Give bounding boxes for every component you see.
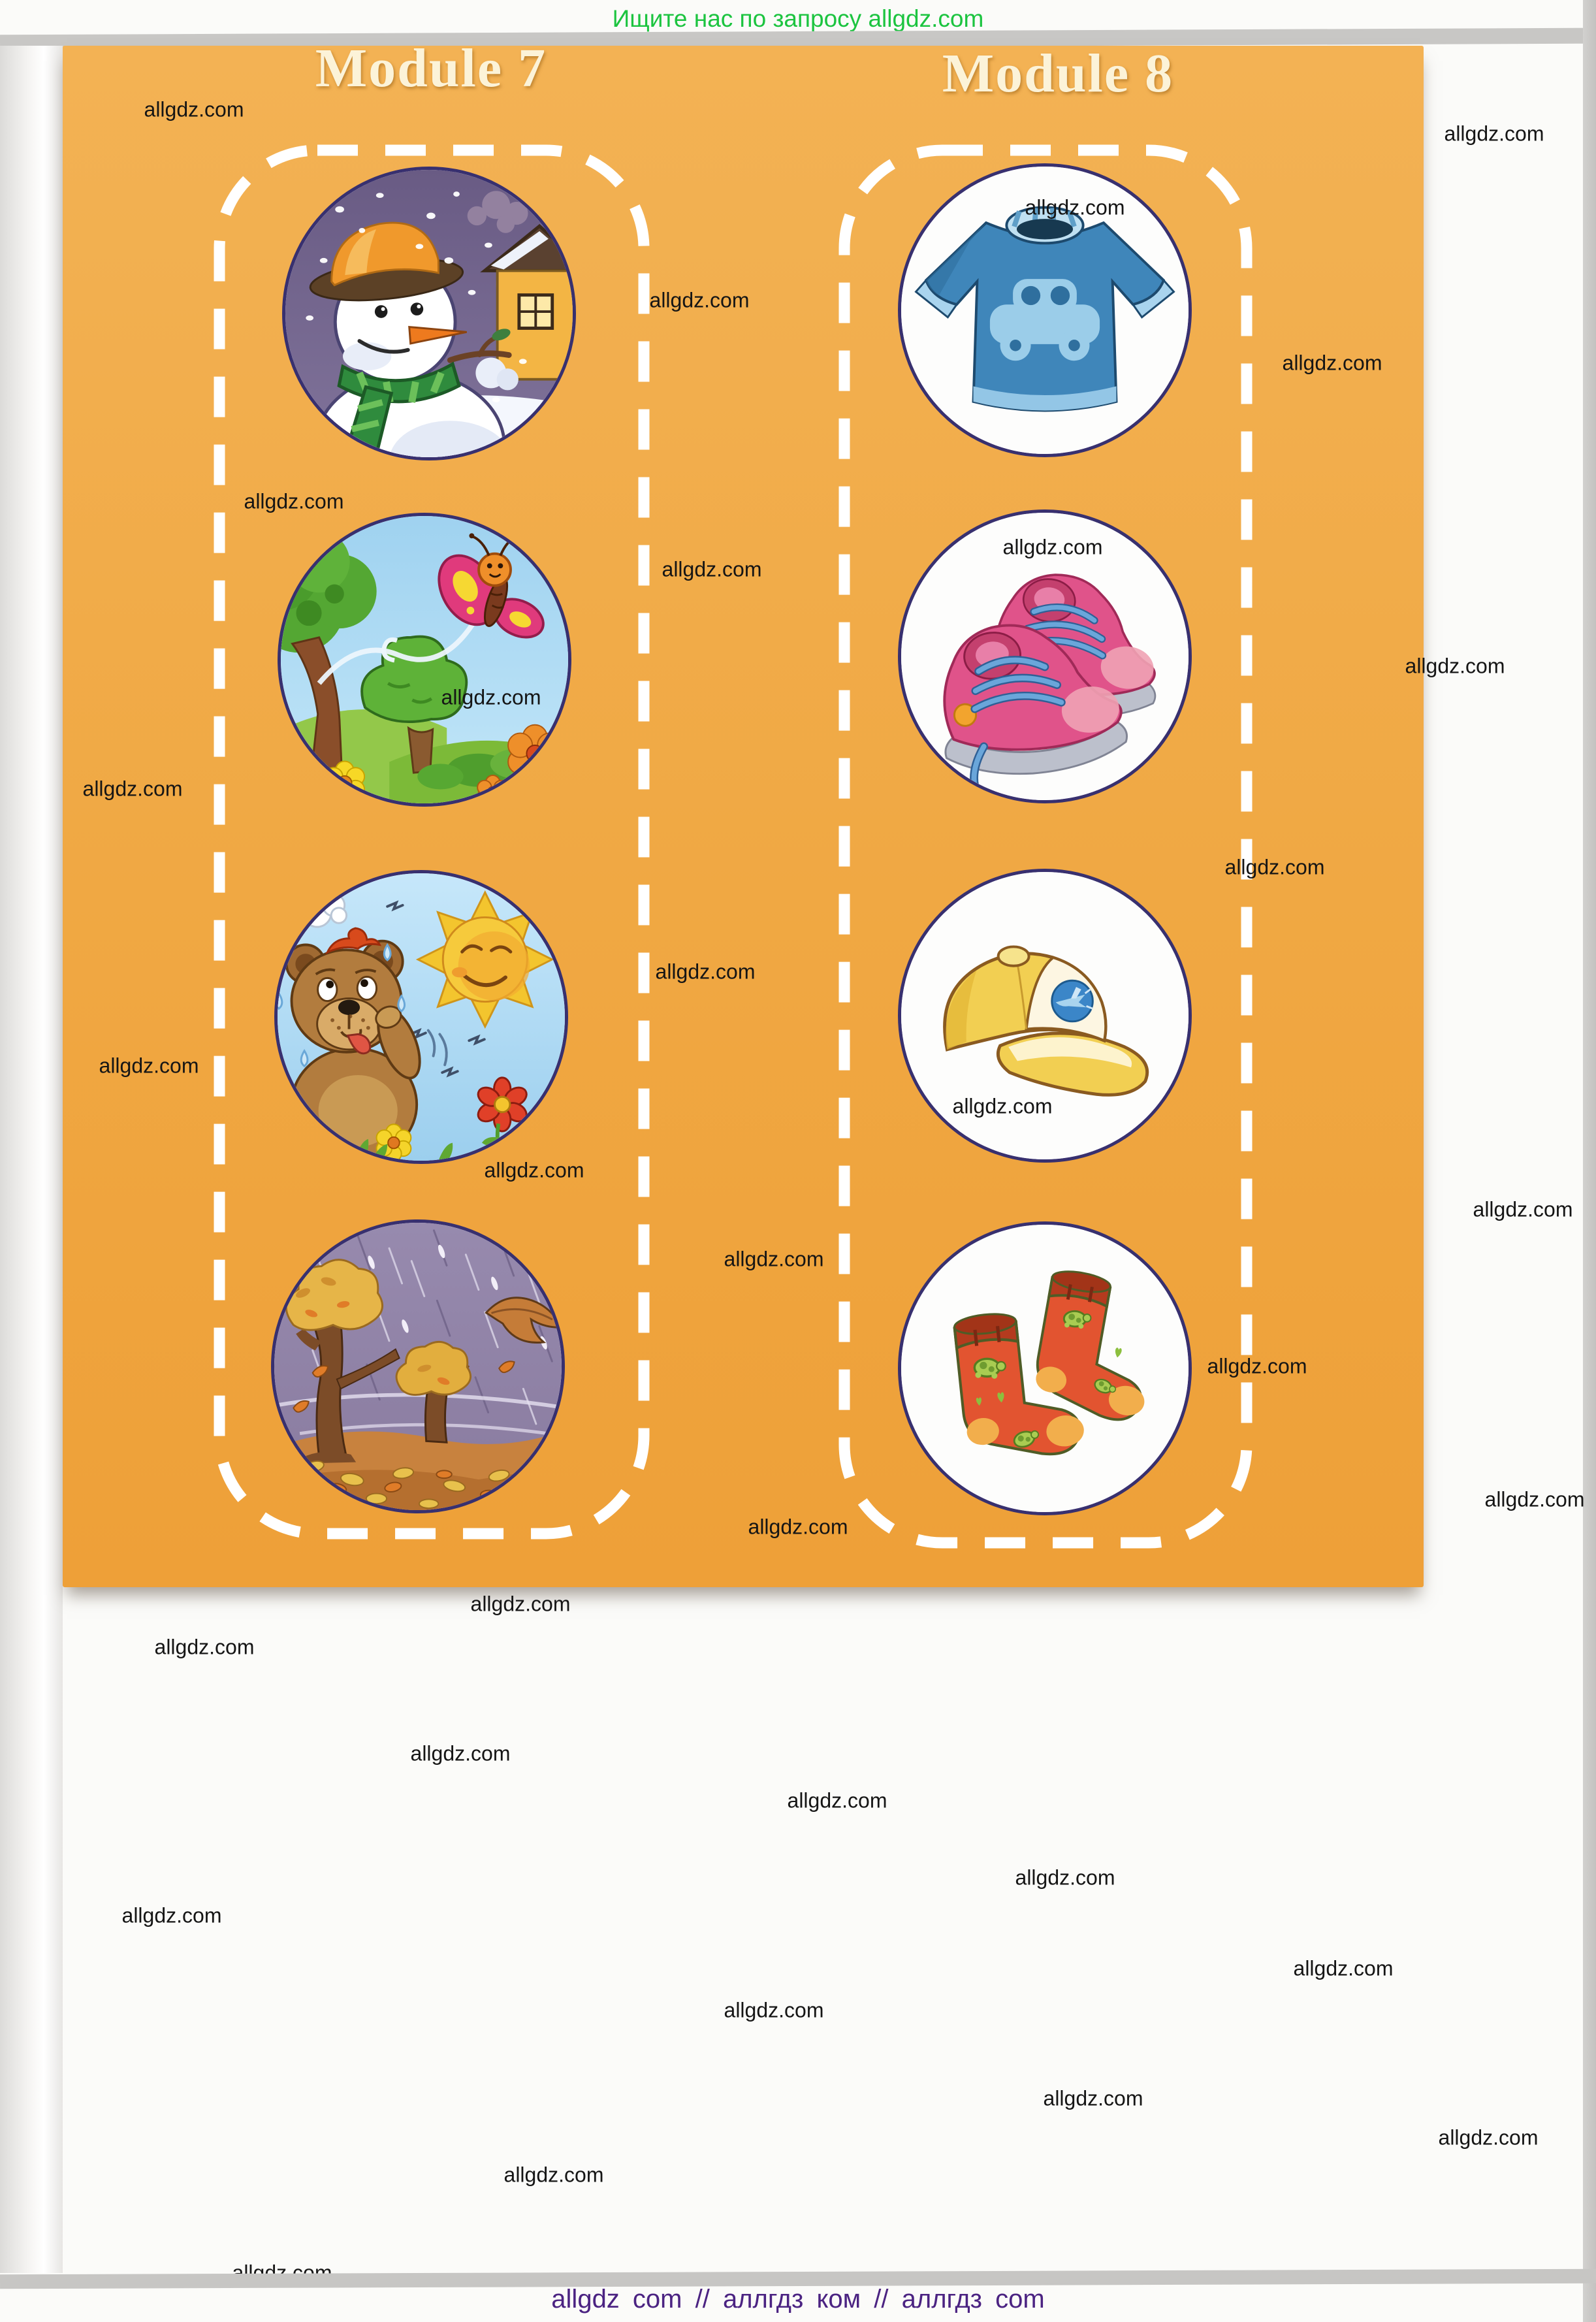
watermark: allgdz.com — [724, 1998, 824, 2022]
watermark: allgdz.com — [82, 777, 183, 801]
watermark: allgdz.com — [724, 1247, 824, 1271]
sticker-blue-tshirt — [898, 163, 1192, 457]
blue-tshirt-icon — [901, 167, 1189, 454]
sticker-hot-sunny-bear — [274, 870, 568, 1164]
autumn-tree-icon — [285, 1259, 400, 1464]
watermark: allgdz.com — [1405, 654, 1505, 678]
watermark: allgdz.com — [503, 2163, 604, 2187]
watermark: allgdz.com — [1015, 1865, 1115, 1890]
pink-shoes-icon — [901, 513, 1189, 800]
airplane-badge-icon — [1051, 979, 1094, 1023]
tree-icon — [281, 531, 377, 803]
sticker-yellow-cap — [898, 869, 1192, 1163]
sticker-autumn-storm — [271, 1219, 565, 1513]
watermark: allgdz.com — [441, 685, 541, 709]
watermark: allgdz.com — [952, 1094, 1053, 1118]
watermark: allgdz.com — [1444, 121, 1544, 146]
watermark: allgdz.com — [649, 288, 750, 312]
butterfly-icon — [438, 533, 545, 639]
cut-line-module8 — [838, 144, 1253, 1549]
scarf-icon — [337, 361, 461, 455]
sticker-winter-snowman — [282, 167, 576, 460]
book-spine-edge — [0, 46, 63, 2273]
watermark: allgdz.com — [144, 97, 244, 121]
watermark: allgdz.com — [410, 1741, 511, 1766]
cut-lines — [214, 144, 1253, 1549]
watermark: allgdz.com — [1224, 855, 1325, 879]
watermark: allgdz.com — [484, 1158, 584, 1182]
sticker-spring-meadow — [278, 513, 571, 807]
watermark: allgdz.com — [1282, 351, 1382, 375]
search-banner-text: Ищите нас по запросу allgdz.com — [612, 5, 984, 32]
hat-icon — [309, 221, 464, 302]
watermark: allgdz.com — [1484, 1487, 1585, 1511]
watermark: allgdz.com — [244, 489, 344, 513]
watermark: allgdz.com — [662, 557, 762, 581]
heat-marks-icon — [386, 900, 486, 1078]
watermark: allgdz.com — [154, 1635, 255, 1659]
watermark: allgdz.com — [121, 1903, 222, 1927]
small-leaves-icon — [293, 1361, 515, 1413]
watermark: allgdz.com — [1438, 2125, 1539, 2150]
spring-meadow-butterfly-icon — [281, 516, 568, 803]
watermark: allgdz.com — [1293, 1956, 1394, 1980]
snowman-winter-scene-icon — [285, 170, 573, 457]
watermark: allgdz.com — [1002, 535, 1103, 559]
module-8-title: Module 8 — [942, 43, 1174, 104]
flying-leaf-icon — [485, 1297, 562, 1344]
car-print-icon — [989, 279, 1100, 361]
footer-text: allgdz com // аллгдз ком // аллгдз com — [551, 2285, 1045, 2314]
watermark: allgdz.com — [748, 1515, 848, 1539]
watermark: allgdz.com — [1207, 1354, 1307, 1378]
sock-icon — [953, 1313, 1084, 1456]
module-7-title: Module 7 — [315, 38, 547, 99]
red-socks-icon — [901, 1225, 1189, 1512]
watermark: allgdz.com — [787, 1788, 887, 1813]
shoe-icon — [943, 624, 1128, 800]
watermark: allgdz.com — [655, 959, 756, 984]
watermark: allgdz.com — [470, 1592, 571, 1616]
bear-icon — [278, 927, 448, 1161]
watermark: allgdz.com — [1473, 1197, 1573, 1221]
watermark: allgdz.com — [99, 1054, 199, 1078]
yellow-cap-icon — [901, 872, 1189, 1159]
watermark: allgdz.com — [1043, 2086, 1143, 2110]
snowflakes-icon — [306, 191, 527, 402]
sticker-red-socks — [898, 1221, 1192, 1515]
autumn-tree-small-icon — [395, 1340, 472, 1443]
autumn-wind-rain-icon — [274, 1223, 562, 1510]
cut-line-module7 — [214, 144, 650, 1540]
sunny-hot-bear-icon — [278, 873, 565, 1161]
sun-icon — [415, 890, 554, 1029]
sticker-pink-shoes — [898, 509, 1192, 803]
watermark: allgdz.com — [1025, 195, 1125, 219]
scan-edge-right — [1583, 0, 1596, 2322]
sock-icon — [1036, 1270, 1145, 1421]
